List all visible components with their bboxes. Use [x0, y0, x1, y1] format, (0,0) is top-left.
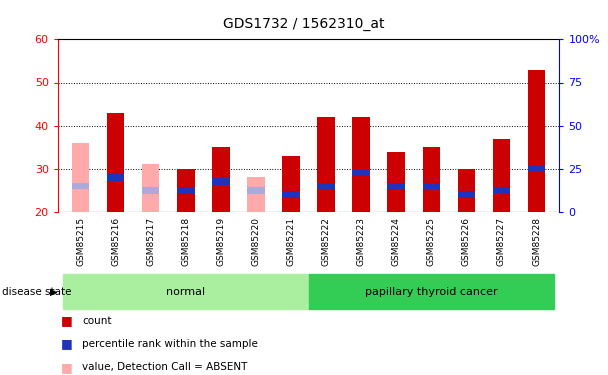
Bar [63, 274, 308, 309]
Bar [247, 177, 264, 212]
Bar [212, 178, 230, 185]
Bar [177, 169, 195, 212]
Text: GSM85215: GSM85215 [76, 217, 85, 266]
Bar [308, 274, 554, 309]
Text: GSM85226: GSM85226 [462, 217, 471, 266]
Bar [492, 187, 510, 194]
Bar [317, 117, 335, 212]
Bar [423, 147, 440, 212]
Bar [528, 70, 545, 212]
Bar [492, 139, 510, 212]
Bar [353, 170, 370, 176]
Bar [282, 191, 300, 198]
Bar [282, 156, 300, 212]
Bar [107, 174, 125, 181]
Text: disease state: disease state [2, 286, 71, 297]
Text: GSM85222: GSM85222 [322, 217, 331, 266]
Text: GSM85220: GSM85220 [252, 217, 260, 266]
Text: ▶: ▶ [50, 286, 57, 297]
Bar [528, 165, 545, 172]
Text: GSM85217: GSM85217 [146, 217, 155, 266]
Bar [212, 147, 230, 212]
Bar [72, 183, 89, 189]
Text: GSM85218: GSM85218 [181, 217, 190, 266]
Bar [142, 187, 159, 194]
Bar [458, 191, 475, 198]
Text: percentile rank within the sample: percentile rank within the sample [82, 339, 258, 349]
Text: ■: ■ [61, 361, 72, 374]
Bar [317, 183, 335, 189]
Text: GSM85221: GSM85221 [286, 217, 295, 266]
Text: normal: normal [166, 286, 206, 297]
Bar [142, 164, 159, 212]
Text: count: count [82, 316, 112, 326]
Text: ■: ■ [61, 338, 72, 350]
Bar [423, 183, 440, 189]
Text: ■: ■ [61, 314, 72, 327]
Text: GSM85228: GSM85228 [532, 217, 541, 266]
Bar [458, 169, 475, 212]
Text: GSM85219: GSM85219 [216, 217, 226, 266]
Bar [177, 187, 195, 194]
Text: GSM85223: GSM85223 [357, 217, 365, 266]
Text: GSM85225: GSM85225 [427, 217, 436, 266]
Text: papillary thyroid cancer: papillary thyroid cancer [365, 286, 497, 297]
Text: GSM85216: GSM85216 [111, 217, 120, 266]
Text: GSM85224: GSM85224 [392, 217, 401, 266]
Bar [72, 143, 89, 212]
Text: GDS1732 / 1562310_at: GDS1732 / 1562310_at [223, 17, 385, 31]
Text: GSM85227: GSM85227 [497, 217, 506, 266]
Bar [387, 183, 405, 189]
Text: value, Detection Call = ABSENT: value, Detection Call = ABSENT [82, 362, 247, 372]
Bar [353, 117, 370, 212]
Bar [387, 152, 405, 212]
Bar [247, 187, 264, 194]
Bar [107, 112, 125, 212]
